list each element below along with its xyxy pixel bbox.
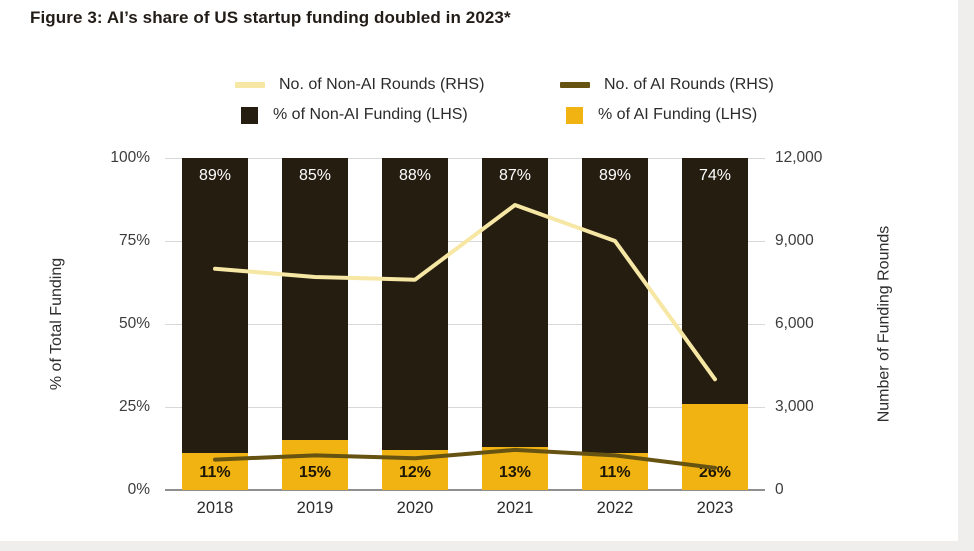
bar-label-ai: 12% [398,464,432,481]
x-axis-label-2022: 2022 [596,499,634,517]
gridline [165,323,765,325]
stacked-bar-2018: 89% 11% [182,158,248,490]
x-axis-labels: 2018 2019 2020 2021 2022 2023 [165,499,765,518]
stacked-bar-2022: 89% 11% [582,158,648,490]
gridline [165,157,765,159]
legend-label: No. of AI Rounds (RHS) [604,76,774,93]
chart-panel: Figure 3: AI’s share of US startup fundi… [0,0,958,541]
bar-label-non-ai: 88% [398,167,432,184]
left-axis-title-box: % of Total Funding [45,158,69,490]
x-axis-label-2018: 2018 [196,499,234,517]
legend-label: % of AI Funding (LHS) [598,106,758,123]
bar-segment-non-ai-funding [382,158,448,451]
bar-segment-ai-funding [682,403,748,490]
legend-item: % of AI Funding (LHS) [560,106,875,124]
bar-label-ai: 11% [199,464,231,481]
axis-tick-label: 12,000 [775,149,823,166]
bar-label-non-ai: 85% [298,167,332,184]
bar-label-ai: 26% [698,464,732,481]
legend-label: % of Non-AI Funding (LHS) [273,106,468,123]
axis-tick-label: 100% [110,149,150,166]
bar-label-ai: 13% [498,464,532,481]
bar-segment-non-ai-funding [282,158,348,441]
bar-segment-non-ai-funding [582,158,648,454]
bar-label-non-ai: 89% [598,167,632,184]
axis-tick-label: 9,000 [775,232,814,249]
figure-title: Figure 3: AI’s share of US startup fundi… [30,8,511,27]
axis-tick-label: 50% [118,315,150,332]
bar-label-ai: 15% [298,464,332,481]
right-axis-title: Number of Funding Rounds [875,225,892,423]
legend-label: No. of Non-AI Rounds (RHS) [279,76,485,93]
x-axis-line [165,489,765,491]
gridline [165,406,765,408]
plot-area: 89% 11% 85% 15% 88% 12% 87% 13% 89% 11% 74% 26% [165,157,765,491]
right-axis-title-box: Number of Funding Rounds [872,158,896,490]
bar-label-non-ai: 87% [498,167,532,184]
legend-item: No. of Non-AI Rounds (RHS) [235,76,550,94]
stacked-bar-2019: 85% 15% [282,158,348,490]
legend: No. of Non-AI Rounds (RHS) No. of AI Roun… [235,76,875,124]
x-axis-label-2020: 2020 [396,499,434,517]
x-axis-label-2019: 2019 [296,499,334,517]
bar-segment-non-ai-funding [682,158,748,404]
bar-segment-non-ai-funding [482,158,548,447]
axis-tick-label: 3,000 [775,398,814,415]
left-axis-ticks: 0% 25% 50% 75% 100% [88,149,150,498]
legend-item: % of Non-AI Funding (LHS) [235,106,550,124]
axis-tick-label: 25% [118,398,150,415]
legend-line-swatch [235,82,265,88]
gridline [165,240,765,242]
axis-tick-label: 0 [775,481,784,498]
x-axis-label-2021: 2021 [496,499,534,517]
axis-tick-label: 6,000 [775,315,814,332]
x-axis-label-2023: 2023 [696,499,734,517]
left-axis-title: % of Total Funding [48,257,66,391]
bar-label-non-ai: 89% [198,167,232,184]
axis-tick-label: 75% [118,232,150,249]
right-axis-ticks: 0 3,000 6,000 9,000 12,000 [775,149,855,498]
bar-segment-non-ai-funding [182,158,248,454]
legend-item: No. of AI Rounds (RHS) [560,76,875,94]
axis-tick-label: 0% [127,481,150,498]
legend-square-swatch [566,106,583,124]
legend-line-swatch [560,82,590,88]
stacked-bar-2023: 74% 26% [682,158,748,490]
bar-label-ai: 11% [599,464,631,481]
stacked-bar-2020: 88% 12% [382,158,448,490]
bar-label-non-ai: 74% [698,167,732,184]
stacked-bar-2021: 87% 13% [482,158,548,490]
legend-square-swatch [241,106,258,124]
